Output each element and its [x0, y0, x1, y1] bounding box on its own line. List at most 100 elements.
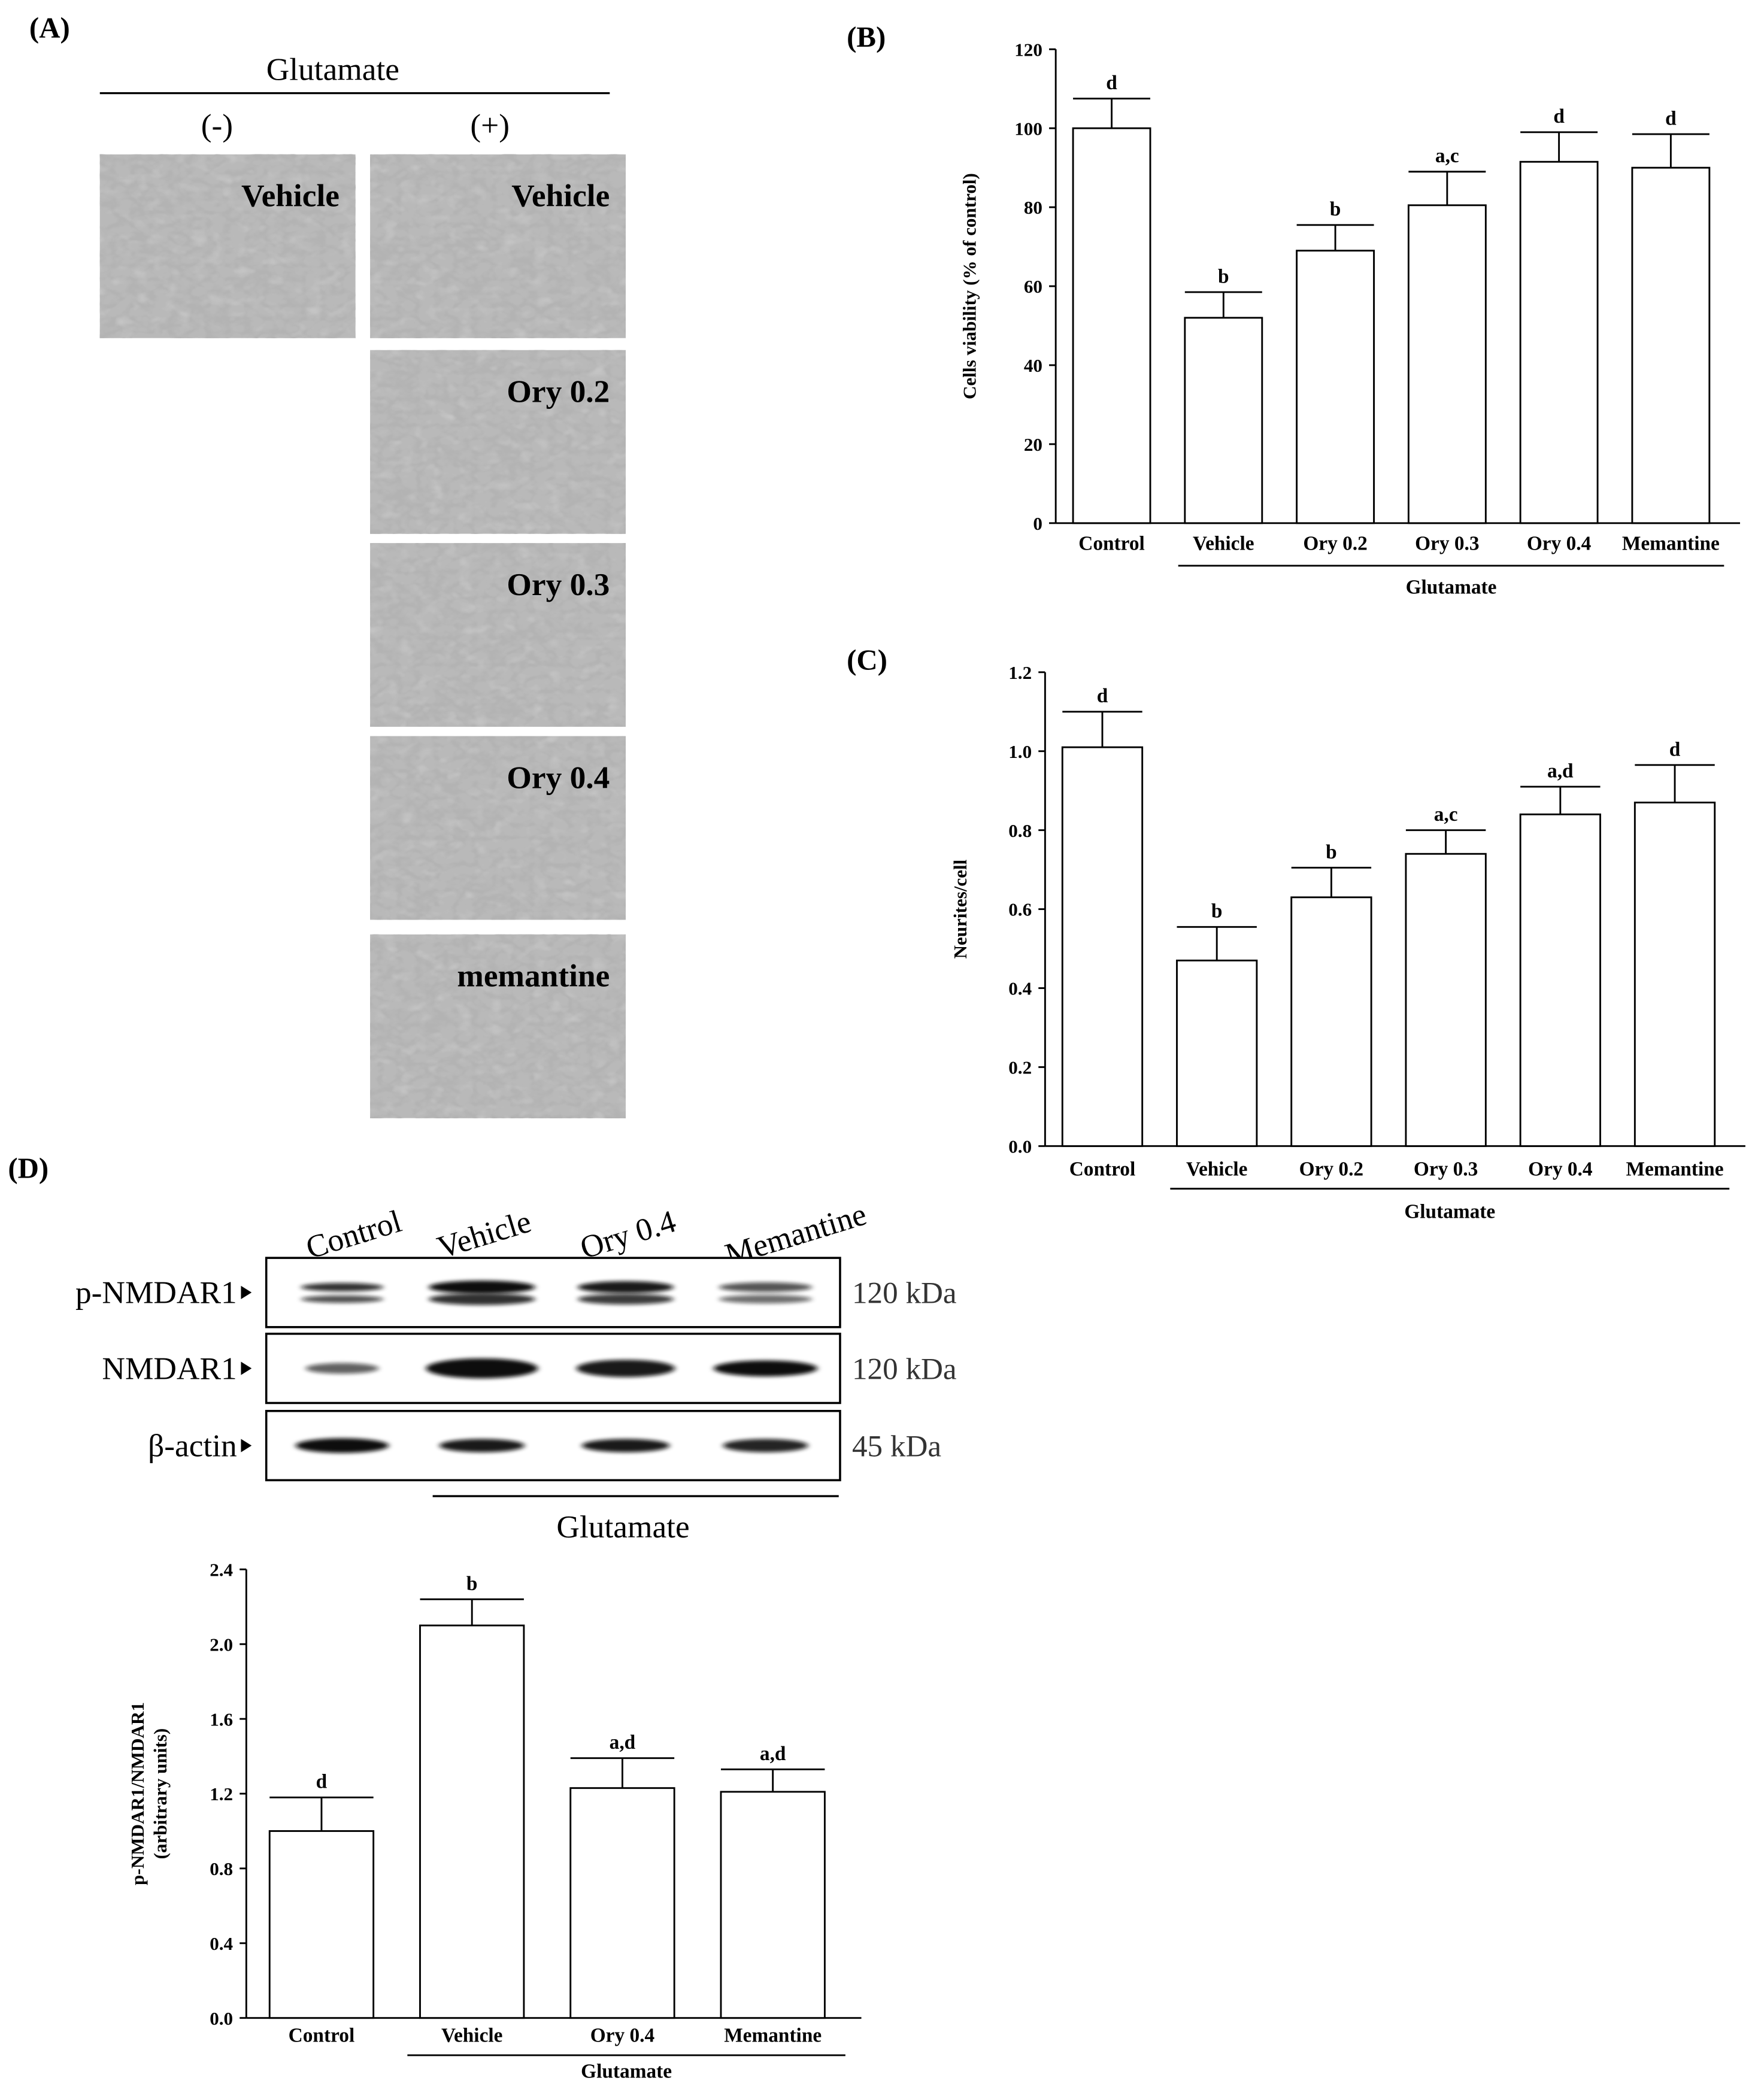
micrograph-label: Ory 0.3: [507, 566, 610, 602]
significance-label: a,c: [1434, 803, 1458, 826]
category-label: Ory 0.4: [590, 2025, 655, 2047]
significance-label: b: [1218, 265, 1229, 287]
significance-label: d: [1665, 108, 1677, 130]
bar: [419, 1624, 525, 2019]
bar: [1633, 802, 1716, 1147]
bar: [720, 1791, 826, 2019]
band: [426, 1358, 538, 1379]
panel-b-letter: (B): [847, 20, 886, 53]
panel-c: (C) 0.0 0.2 0.4 0.6 0.8 1.0 1.2 d Control b Vehicl…: [847, 643, 1745, 1223]
y-axis-label-2: (arbitrary units): [150, 1728, 171, 1860]
blot-frame: [265, 1257, 841, 1328]
group-label: Glutamate: [581, 2061, 672, 2080]
bar: [268, 1830, 375, 2019]
significance-label: b: [466, 1573, 478, 1595]
panel-a-minus-label: (-): [201, 107, 233, 143]
bar: [1519, 813, 1601, 1147]
category-label: Ory 0.2: [1299, 1158, 1363, 1180]
panel-d-letter: (D): [8, 1152, 49, 1185]
y-tick-label: 60: [1024, 276, 1042, 297]
band: [719, 1282, 813, 1293]
band: [301, 1295, 384, 1303]
micrograph: Vehicle: [370, 154, 626, 338]
bar: [1296, 250, 1375, 524]
category-label: Vehicle: [1186, 1158, 1248, 1180]
band: [576, 1360, 675, 1378]
significance-label: a,c: [1435, 145, 1459, 167]
band: [581, 1439, 670, 1452]
micrograph: Ory 0.3: [370, 543, 626, 727]
y-tick-label: 100: [1014, 118, 1042, 139]
group-label: Glutamate: [1406, 577, 1497, 599]
band: [301, 1283, 384, 1292]
band: [305, 1363, 379, 1374]
micrograph: Ory 0.2: [370, 350, 626, 534]
y-axis-label: p-NMDAR1/NMDAR1: [127, 1702, 148, 1885]
micrograph-label: Vehicle: [511, 178, 610, 214]
y-tick-label: 1.2: [1008, 662, 1032, 683]
y-tick-label: 0.4: [1008, 978, 1032, 999]
bar: [1290, 896, 1372, 1147]
bar: [1176, 959, 1258, 1147]
category-label: Ory 0.3: [1415, 532, 1479, 554]
arrow-icon: [241, 1361, 252, 1375]
lane-label: Vehicle: [433, 1203, 535, 1266]
y-tick-label: 0.6: [1008, 899, 1032, 920]
panel-c-letter: (C): [847, 643, 887, 676]
micrograph-label: memantine: [457, 958, 610, 994]
band: [428, 1281, 535, 1294]
blot-protein-label: NMDAR1: [102, 1350, 237, 1386]
category-label: Ory 0.4: [1528, 1158, 1593, 1180]
y-tick-label: 1.6: [210, 1709, 233, 1730]
y-tick-label: 1.2: [210, 1783, 233, 1804]
category-label: Control: [289, 2025, 355, 2047]
significance-label: d: [1669, 738, 1681, 760]
significance-label: b: [1211, 900, 1223, 923]
significance-label: d: [1553, 105, 1565, 128]
panel-a: (A) Glutamate (-) (+) Vehicle Vehicle Ory …: [29, 11, 626, 1118]
panel-a-treatment-label: Glutamate: [266, 51, 399, 87]
blot-kda-label: 120 kDa: [852, 1276, 957, 1311]
chart-d: 0.0 0.4 0.8 1.2 1.6 2.0 2.4 d Control b Vehicle a,d…: [127, 1560, 862, 2083]
bar: [1519, 160, 1599, 524]
y-axis-label: Cells viability (% of control): [959, 173, 980, 399]
significance-label: a,d: [610, 1731, 636, 1754]
significance-label: d: [1106, 72, 1117, 94]
bar: [569, 1787, 675, 2019]
category-label: Control: [1069, 1158, 1136, 1180]
y-tick-label: 0.2: [1008, 1057, 1032, 1078]
bar: [1407, 204, 1487, 524]
significance-label: d: [316, 1771, 328, 1793]
micrograph: memantine: [370, 934, 626, 1118]
category-label: Vehicle: [441, 2025, 503, 2047]
band: [295, 1438, 389, 1453]
blot-protein-label: β-actin: [148, 1427, 237, 1463]
bar: [1072, 127, 1151, 524]
blot-treatment-label: Glutamate: [556, 1509, 689, 1545]
category-label: Ory 0.2: [1303, 532, 1367, 554]
y-tick-label: 120: [1014, 39, 1042, 60]
category-label: Ory 0.3: [1414, 1158, 1478, 1180]
chart-c: 0.0 0.2 0.4 0.6 0.8 1.0 1.2 d Control b Vehicle b Or…: [950, 662, 1745, 1223]
category-label: Ory 0.4: [1527, 532, 1592, 554]
category-label: Vehicle: [1193, 532, 1254, 554]
micrograph-label: Ory 0.4: [507, 759, 610, 795]
band: [577, 1294, 674, 1305]
micrograph: Vehicle: [99, 154, 356, 338]
band: [723, 1439, 808, 1452]
band: [428, 1293, 535, 1305]
blot-row: β-actin 45 kDa: [148, 1410, 941, 1482]
y-tick-label: 80: [1024, 197, 1042, 218]
blot-kda-label: 45 kDa: [852, 1429, 941, 1463]
blot-row: NMDAR1 120 kDa: [102, 1333, 957, 1405]
blot-kda-label: 120 kDa: [852, 1352, 957, 1386]
bar: [1405, 853, 1487, 1147]
y-tick-label: 1.0: [1008, 741, 1032, 762]
y-axis-label: Neurites/cell: [950, 859, 971, 958]
band: [719, 1294, 813, 1304]
category-label: Memantine: [1622, 532, 1720, 554]
micrograph-label: Vehicle: [241, 178, 340, 214]
